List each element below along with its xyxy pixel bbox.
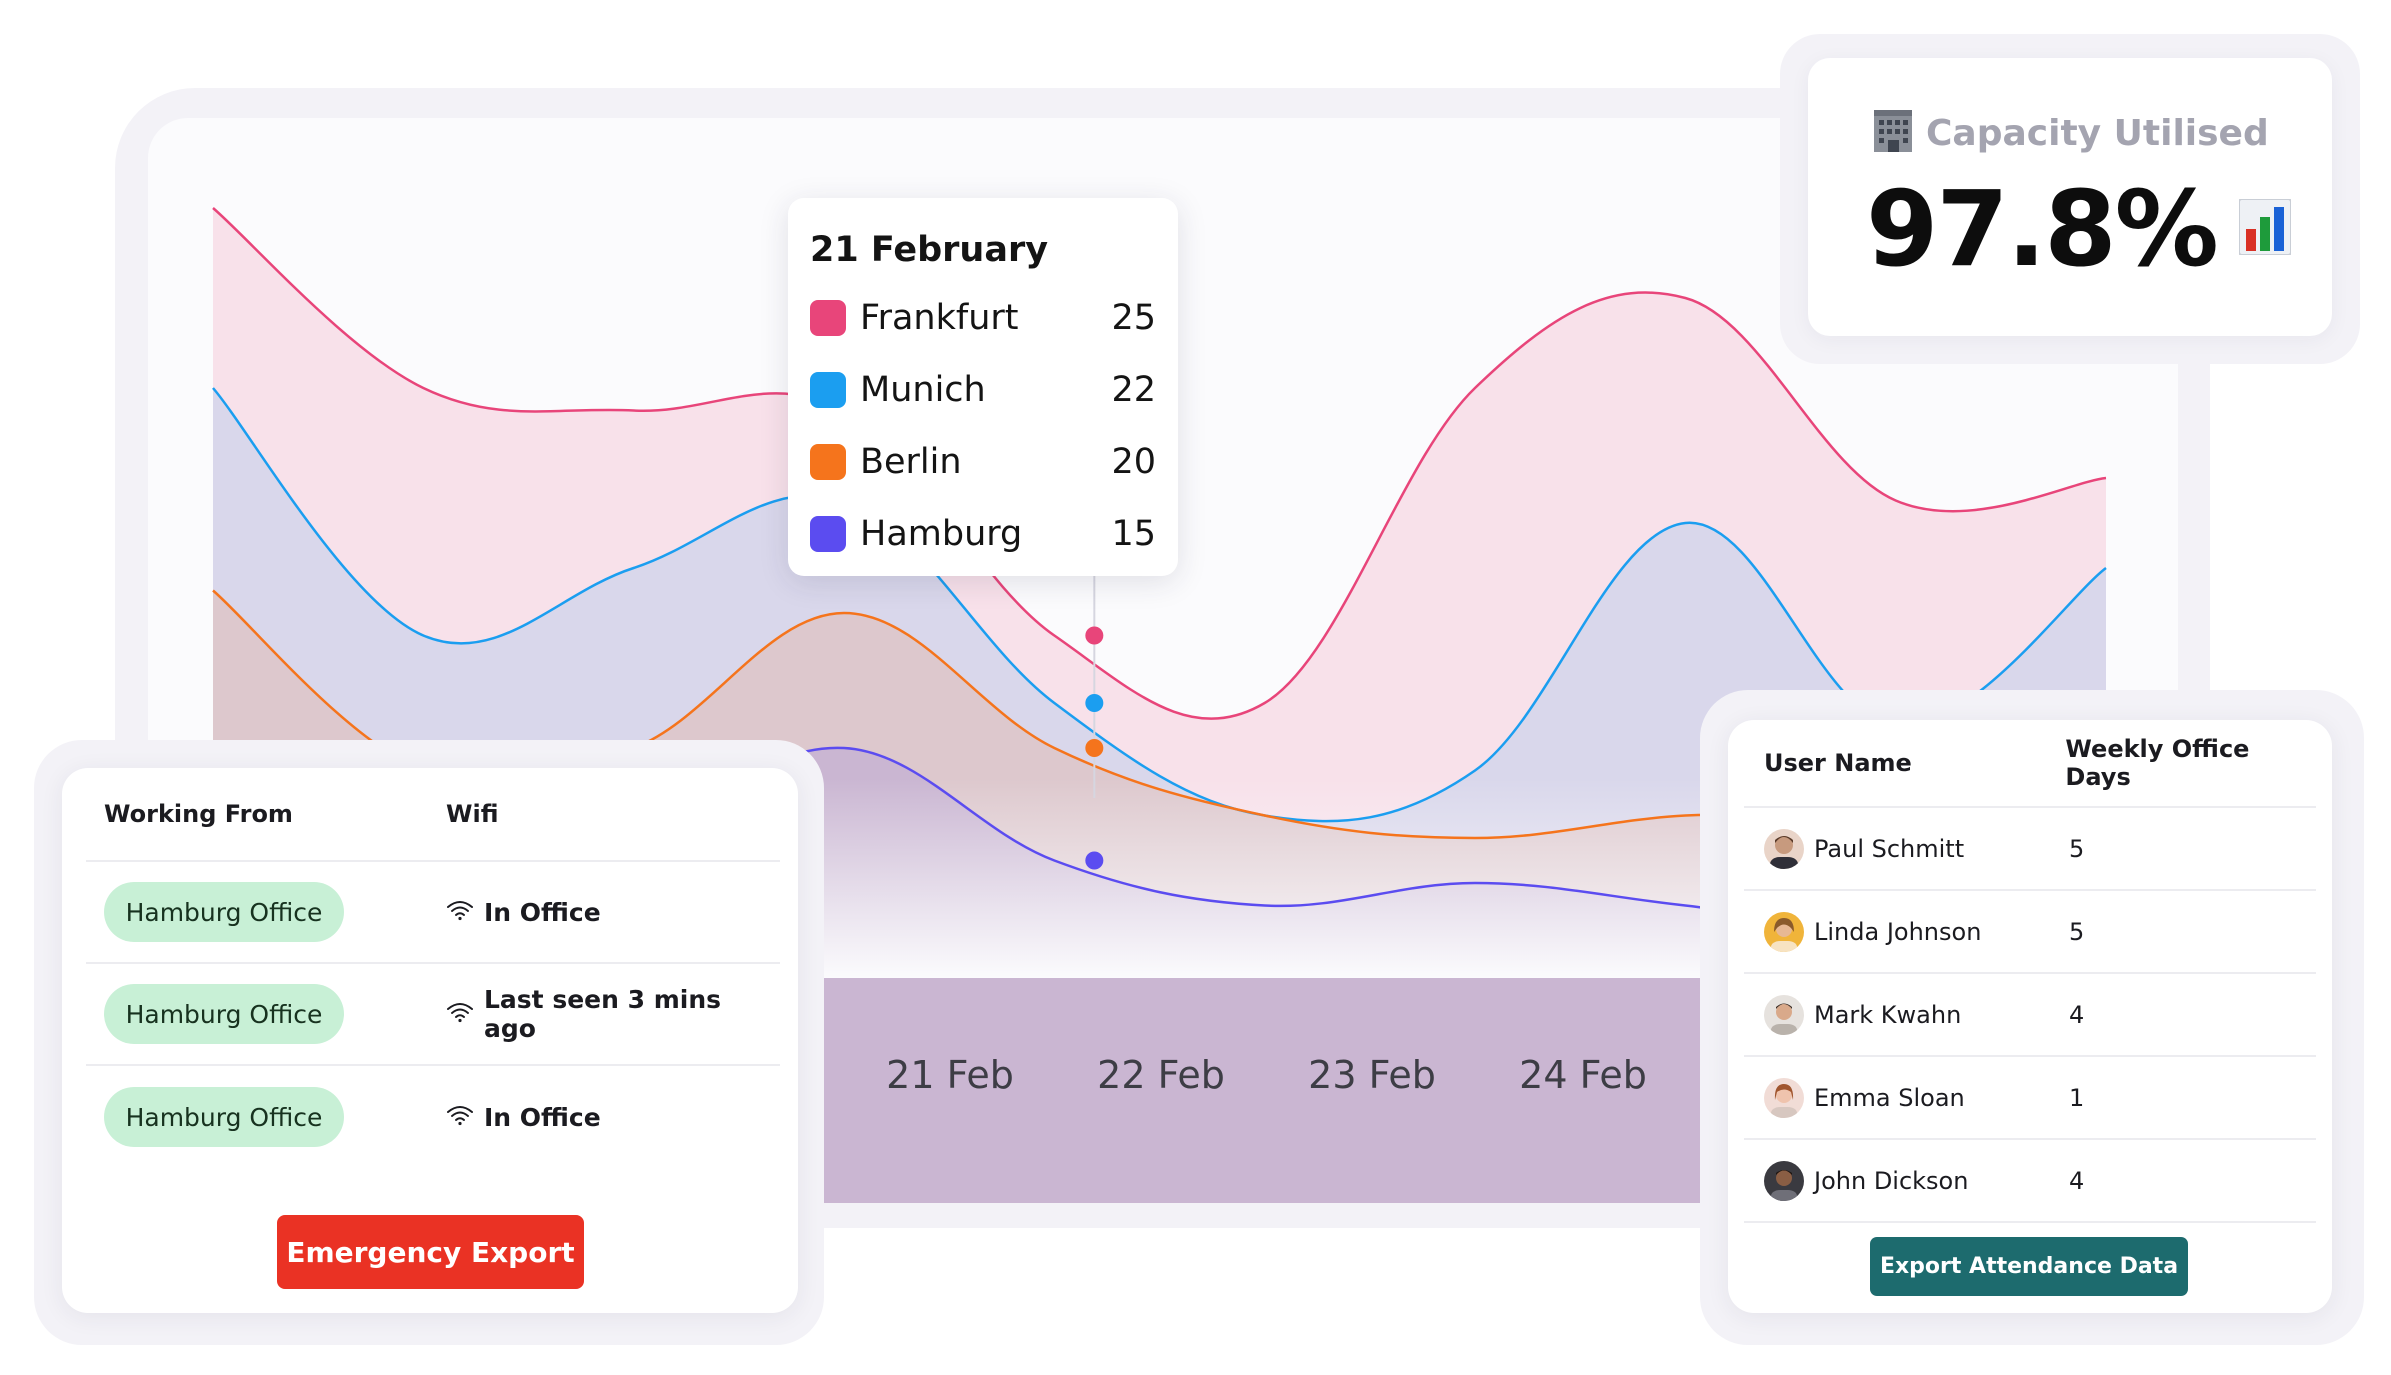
- tooltip-row-hamburg: Hamburg 15: [810, 498, 1156, 570]
- working-from-card: Working From Wifi Hamburg Office In Offi…: [62, 768, 798, 1313]
- tooltip-row-munich: Munich 22: [810, 354, 1156, 426]
- avatar: [1764, 911, 1804, 952]
- user-name: John Dickson: [1814, 1166, 1969, 1195]
- location-badge: Hamburg Office: [104, 882, 344, 942]
- location-badge: Hamburg Office: [104, 1087, 344, 1147]
- wifi-status-text: In Office: [484, 897, 601, 927]
- export-attendance-data-button[interactable]: Export Attendance Data: [1870, 1237, 2188, 1296]
- wifi-icon: [446, 1104, 474, 1130]
- tooltip-value: 15: [1111, 514, 1156, 554]
- tooltip-city: Frankfurt: [860, 298, 1019, 338]
- wifi-status-text: In Office: [484, 1102, 601, 1132]
- user-table-header: User Name Weekly Office Days: [1744, 720, 2316, 808]
- tooltip-value: 22: [1111, 370, 1156, 410]
- avatar: [1764, 1077, 1804, 1118]
- avatar: [1764, 828, 1804, 869]
- table-row: Hamburg Office In Office: [86, 862, 780, 964]
- legend-swatch-hamburg: [810, 516, 846, 552]
- column-header-wifi: Wifi: [446, 800, 499, 828]
- location-badge: Hamburg Office: [104, 984, 344, 1044]
- wifi-icon: [446, 1001, 474, 1027]
- legend-swatch-berlin: [810, 444, 846, 480]
- weekly-office-days: 1: [2069, 1083, 2085, 1112]
- hover-point-frankfurt[interactable]: [1085, 626, 1104, 645]
- capacity-label: Capacity Utilised: [1870, 108, 2269, 158]
- legend-swatch-frankfurt: [810, 300, 846, 336]
- tooltip-city: Berlin: [860, 442, 962, 482]
- bar-chart-icon: [2237, 198, 2292, 259]
- tooltip-city: Hamburg: [860, 514, 1023, 554]
- user-name: Linda Johnson: [1814, 917, 1982, 946]
- weekly-office-days: 5: [2069, 834, 2085, 863]
- table-row: Linda Johnson 5: [1744, 891, 2316, 974]
- x-axis-tick-label: 23 Feb: [1308, 1053, 1436, 1097]
- column-header-working-from: Working From: [104, 800, 293, 828]
- line-munich: [212, 387, 2107, 823]
- column-header-weekly-office-days: Weekly Office Days: [2065, 735, 2250, 791]
- wifi-status: In Office: [446, 1103, 601, 1132]
- capacity-value: 97.8%: [1866, 168, 2219, 290]
- line-frankfurt: [212, 207, 2107, 720]
- emergency-export-button[interactable]: Emergency Export: [277, 1215, 584, 1289]
- x-axis-tick-label: 22 Feb: [1097, 1053, 1225, 1097]
- wifi-status: Last seen 3 mins ago: [446, 985, 780, 1043]
- wifi-status-text: Last seen 3 mins ago: [484, 985, 722, 1043]
- capacity-label-text: Capacity Utilised: [1926, 112, 2269, 154]
- wifi-icon: [446, 899, 474, 925]
- chart-tooltip: 21 February Frankfurt 25 Munich 22 Berli…: [788, 198, 1178, 576]
- weekly-office-days: 4: [2069, 1166, 2085, 1195]
- tooltip-value: 25: [1111, 298, 1156, 338]
- user-attendance-card: User Name Weekly Office Days Paul Schmit…: [1728, 720, 2332, 1313]
- user-name: Emma Sloan: [1814, 1083, 1965, 1112]
- x-axis-tick-label: 21 Feb: [886, 1053, 1014, 1097]
- table-row: Paul Schmitt 5: [1744, 808, 2316, 891]
- capacity-value-row: 97.8%: [1866, 168, 2292, 290]
- tooltip-row-frankfurt: Frankfurt 25: [810, 282, 1156, 354]
- table-row: Mark Kwahn 4: [1744, 974, 2316, 1057]
- table-row: Emma Sloan 1: [1744, 1057, 2316, 1140]
- avatar: [1764, 994, 1804, 1035]
- hover-point-berlin[interactable]: [1085, 739, 1104, 757]
- tooltip-row-berlin: Berlin 20: [810, 426, 1156, 498]
- capacity-card: Capacity Utilised 97.8%: [1808, 58, 2332, 336]
- column-header-user-name: User Name: [1764, 749, 1912, 777]
- tooltip-date: 21 February: [810, 230, 1049, 270]
- weekly-office-days: 5: [2069, 917, 2085, 946]
- office-building-icon: [1870, 108, 1916, 158]
- weekly-office-days: 4: [2069, 1000, 2085, 1029]
- table-row: Hamburg Office In Office: [86, 1066, 780, 1168]
- avatar: [1764, 1160, 1804, 1201]
- hover-point-munich[interactable]: [1085, 694, 1104, 712]
- wifi-status: In Office: [446, 898, 601, 927]
- table-row: Hamburg Office Last seen 3 mins ago: [86, 964, 780, 1066]
- tooltip-value: 20: [1111, 442, 1156, 482]
- user-name: Mark Kwahn: [1814, 1000, 1962, 1029]
- working-from-table-header: Working From Wifi: [86, 768, 780, 862]
- legend-swatch-munich: [810, 372, 846, 408]
- table-row: John Dickson 4: [1744, 1140, 2316, 1223]
- hover-point-hamburg[interactable]: [1085, 851, 1104, 870]
- tooltip-city: Munich: [860, 370, 986, 410]
- x-axis-tick-label: 24 Feb: [1519, 1053, 1647, 1097]
- user-name: Paul Schmitt: [1814, 834, 1965, 863]
